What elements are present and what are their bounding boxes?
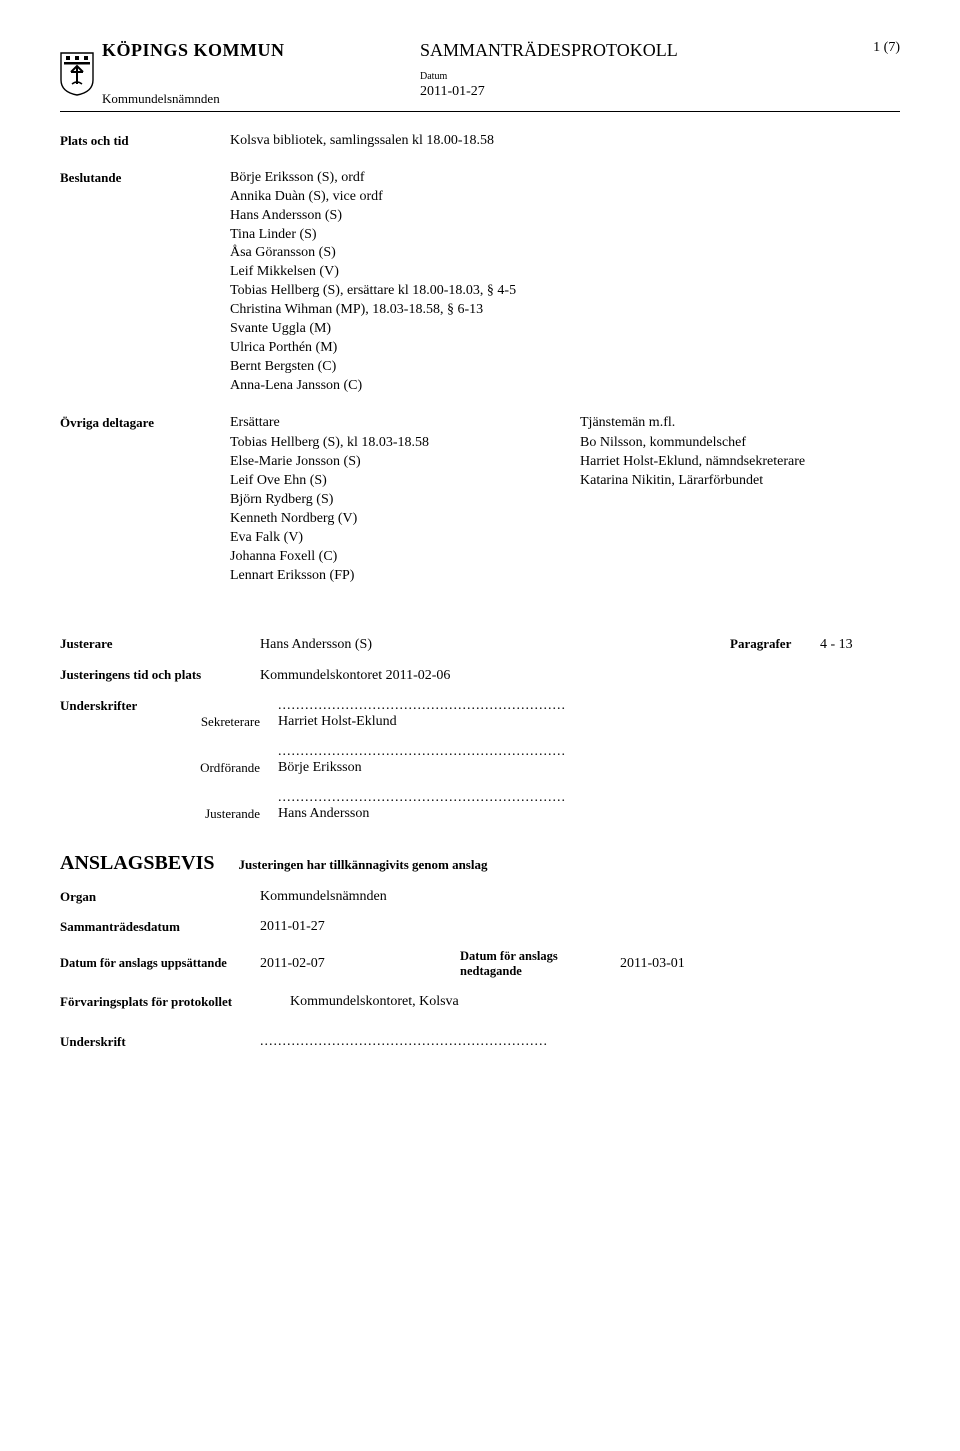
row-underskrifter: Underskrifter Sekreterare ..............… [60, 698, 900, 822]
underskrift-label: Underskrift [60, 1034, 260, 1050]
list-item: Bernt Bergsten (C) [230, 358, 900, 377]
list-item: Christina Wihman (MP), 18.03-18.58, § 6-… [230, 301, 900, 320]
uppsattande-value: 2011-02-07 [260, 956, 460, 972]
tjansteman-header: Tjänstemän m.fl. [580, 414, 900, 433]
list-item: Katarina Nikitin, Lärarförbundet [580, 472, 900, 491]
list-item: Åsa Göransson (S) [230, 244, 900, 263]
ovriga-label: Övriga deltagare [60, 414, 230, 586]
signature-line: ........................................… [278, 790, 658, 806]
anslagsbevis-subtitle: Justeringen har tillkännagivits genom an… [239, 857, 488, 873]
nedtagande-value: 2011-03-01 [620, 956, 900, 972]
row-justerare: Justerare Hans Andersson (S) Paragrafer … [60, 636, 900, 653]
row-sammantradesdatum: Sammanträdesdatum 2011-01-27 [60, 919, 900, 935]
justeringens-value: Kommundelskontoret 2011-02-06 [260, 668, 900, 684]
plats-value: Kolsva bibliotek, samlingssalen kl 18.00… [230, 132, 900, 151]
row-forvaringsplats: Förvaringsplats för protokollet Kommunde… [60, 994, 900, 1010]
list-item: Bo Nilsson, kommundelschef [580, 434, 900, 453]
justerare-label: Justerare [60, 636, 260, 652]
forvaring-label: Förvaringsplats för protokollet [60, 994, 290, 1010]
list-item: Leif Mikkelsen (V) [230, 263, 900, 282]
list-item: Else-Marie Jonsson (S) [230, 453, 550, 472]
underskrift-line: ........................................… [260, 1034, 548, 1050]
list-item: Johanna Foxell (C) [230, 548, 550, 567]
row-organ: Organ Kommundelsnämnden [60, 889, 900, 905]
page-number: 1 (7) [840, 40, 900, 56]
row-justeringens: Justeringens tid och plats Kommundelskon… [60, 667, 900, 684]
underskrifter-label: Underskrifter [60, 698, 170, 822]
list-item: Leif Ove Ehn (S) [230, 472, 550, 491]
sammantrade-value: 2011-01-27 [260, 919, 900, 935]
list-item: Ulrica Porthén (M) [230, 339, 900, 358]
role-sekreterare: Sekreterare [170, 714, 278, 730]
datum-value: 2011-01-27 [420, 84, 840, 100]
logo-text: KÖPINGS KOMMUN [102, 40, 285, 61]
forvaring-value: Kommundelskontoret, Kolsva [290, 994, 900, 1010]
logo-block: KÖPINGS KOMMUN Kommundelsnämnden [60, 40, 420, 107]
justerare-name: Hans Andersson (S) [260, 637, 730, 653]
page: KÖPINGS KOMMUN Kommundelsnämnden SAMMANT… [0, 0, 960, 1090]
sammantrade-label: Sammanträdesdatum [60, 919, 260, 935]
sekreterare-name: Harriet Holst-Eklund [278, 714, 658, 730]
signature-justerande: Justerande .............................… [170, 790, 900, 822]
page-header: KÖPINGS KOMMUN Kommundelsnämnden SAMMANT… [60, 40, 900, 112]
list-item: Börje Eriksson (S), ordf [230, 169, 900, 188]
signature-line: ........................................… [278, 744, 658, 760]
list-item: Tobias Hellberg (S), kl 18.03-18.58 [230, 434, 550, 453]
ovriga-columns: Ersättare Tobias Hellberg (S), kl 18.03-… [230, 414, 900, 586]
list-item: Lennart Eriksson (FP) [230, 567, 550, 586]
role-justerande: Justerande [170, 806, 278, 822]
municipality-crest-icon [60, 52, 94, 96]
list-item: Hans Andersson (S) [230, 207, 900, 226]
nedtagande-label: Datum för anslags nedtagande [460, 949, 620, 980]
list-item: Tina Linder (S) [230, 226, 900, 245]
plats-label: Plats och tid [60, 132, 230, 151]
list-item: Eva Falk (V) [230, 529, 550, 548]
role-ordforande: Ordförande [170, 760, 278, 776]
list-item: Anna-Lena Jansson (C) [230, 377, 900, 396]
list-item: Björn Rydberg (S) [230, 491, 550, 510]
section-beslutande: Beslutande Börje Eriksson (S), ordf Anni… [60, 169, 900, 396]
list-item: Annika Duàn (S), vice ordf [230, 188, 900, 207]
organ-label: Organ [60, 889, 260, 905]
row-underskrift: Underskrift ............................… [60, 1034, 900, 1050]
section-plats-och-tid: Plats och tid Kolsva bibliotek, samlings… [60, 132, 900, 151]
justerande-name: Hans Andersson [278, 806, 658, 822]
signature-sekreterare: Sekreterare ............................… [170, 698, 900, 730]
paragrafer-label: Paragrafer [730, 636, 820, 652]
ordforande-name: Börje Eriksson [278, 760, 658, 776]
datum-label: Datum [420, 71, 840, 82]
anslagsbevis-header: ANSLAGSBEVIS Justeringen har tillkännagi… [60, 852, 900, 875]
list-item: Harriet Holst-Eklund, nämndsekreterare [580, 453, 900, 472]
anslagsbevis-title: ANSLAGSBEVIS [60, 852, 215, 875]
document-type: SAMMANTRÄDESPROTOKOLL [420, 40, 840, 61]
signature-line: ........................................… [278, 698, 658, 714]
uppsattande-label: Datum för anslags uppsättande [60, 956, 260, 972]
header-center: SAMMANTRÄDESPROTOKOLL Datum 2011-01-27 [420, 40, 840, 100]
list-item: Tobias Hellberg (S), ersättare kl 18.00-… [230, 282, 900, 301]
justeringens-label: Justeringens tid och plats [60, 667, 260, 683]
organ-value: Kommundelsnämnden [260, 889, 900, 905]
beslutande-list: Börje Eriksson (S), ordf Annika Duàn (S)… [230, 169, 900, 396]
list-item: Svante Uggla (M) [230, 320, 900, 339]
ovriga-left-column: Ersättare Tobias Hellberg (S), kl 18.03-… [230, 414, 550, 586]
list-item: Kenneth Nordberg (V) [230, 510, 550, 529]
ersattare-header: Ersättare [230, 414, 550, 433]
section-ovriga-deltagare: Övriga deltagare Ersättare Tobias Hellbe… [60, 414, 900, 586]
row-anslag-dates: Datum för anslags uppsättande 2011-02-07… [60, 949, 900, 980]
ovriga-right-column: Tjänstemän m.fl. Bo Nilsson, kommundelsc… [580, 414, 900, 586]
paragrafer-value: 4 - 13 [820, 637, 900, 653]
beslutande-label: Beslutande [60, 169, 230, 396]
org-name: Kommundelsnämnden [102, 91, 285, 107]
signature-ordforande: Ordförande .............................… [170, 744, 900, 776]
